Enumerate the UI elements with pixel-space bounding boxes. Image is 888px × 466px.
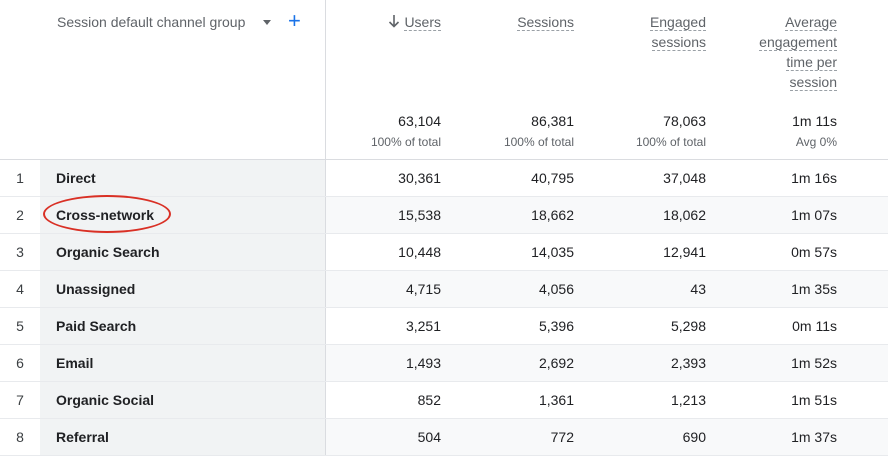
users-value: 3,251 [405,318,441,334]
column-header-users[interactable]: Users [404,12,441,32]
metric-cells [326,160,888,196]
avg-engagement-value: 1m 07s [791,207,837,223]
dimension-selector-label[interactable]: Session default channel group [57,14,246,30]
row-index: 7 [16,392,24,408]
channel-cell[interactable]: Referral [40,419,326,455]
engaged-sessions-value: 2,393 [670,355,706,371]
channel-cell[interactable]: Direct [40,160,326,196]
row-index: 3 [16,244,24,260]
channel-cell[interactable]: Paid Search [40,308,326,344]
sessions-value: 18,662 [531,207,574,223]
sessions-value: 4,056 [538,281,574,297]
channel-name[interactable]: Referral [56,429,109,445]
sessions-value: 14,035 [531,244,574,260]
header-divider [0,159,888,160]
total-avg-engagement-sub: Avg 0% [795,135,837,149]
column-header-avg-engagement-time[interactable]: Average engagement time per session [759,12,837,92]
total-sessions: 86,381 [531,113,574,129]
total-sessions-percent: 100% of total [503,135,574,149]
sessions-value: 40,795 [531,170,574,186]
channel-name[interactable]: Organic Social [56,392,155,408]
column-header-engaged-line1[interactable]: Engaged [649,14,706,31]
engaged-sessions-value: 18,062 [663,207,706,223]
table-body: 1 Direct 30,361 40,795 37,048 1m 16s 2 C… [0,160,888,456]
avg-engagement-value: 1m 51s [791,392,837,408]
channel-name[interactable]: Unassigned [56,281,136,297]
column-header-avg-line1[interactable]: Average [785,14,837,31]
metric-cells [326,419,888,455]
channel-name[interactable]: Email [56,355,94,371]
users-value: 504 [417,429,441,445]
caret-down-icon[interactable] [263,20,271,25]
engaged-sessions-value: 43 [690,281,706,297]
row-index: 8 [16,429,24,445]
total-engaged-percent: 100% of total [635,135,706,149]
sessions-value: 772 [550,429,574,445]
column-header-avg-line4[interactable]: session [789,74,837,91]
table-row[interactable]: 4 Unassigned 4,715 4,056 43 1m 35s [0,271,888,308]
engaged-sessions-value: 37,048 [663,170,706,186]
table-row[interactable]: 1 Direct 30,361 40,795 37,048 1m 16s [0,160,888,197]
add-dimension-icon[interactable]: + [288,8,301,33]
total-engaged-sessions: 78,063 [663,113,706,129]
metric-cells [326,271,888,307]
table-row[interactable]: 3 Organic Search 10,448 14,035 12,941 0m… [0,234,888,271]
column-header-engaged-line2[interactable]: sessions [651,34,706,51]
column-header-avg-line2[interactable]: engagement [759,34,837,51]
users-value: 30,361 [398,170,441,186]
metric-cells [326,345,888,381]
users-value: 1,493 [405,355,441,371]
avg-engagement-value: 0m 57s [791,244,837,260]
table-row[interactable]: 8 Referral 504 772 690 1m 37s [0,419,888,456]
avg-engagement-value: 1m 35s [791,281,837,297]
total-users-percent: 100% of total [370,135,441,149]
channel-cell[interactable]: Email [40,345,326,381]
table-row[interactable]: 6 Email 1,493 2,692 2,393 1m 52s [0,345,888,382]
dimension-header: Session default channel group + [0,0,326,159]
channel-cell[interactable]: Organic Social [40,382,326,418]
highlight-annotation-circle [43,195,171,233]
users-value: 852 [417,392,441,408]
table-row[interactable]: 5 Paid Search 3,251 5,396 5,298 0m 11s [0,308,888,345]
channel-name[interactable]: Organic Search [56,244,160,260]
engaged-sessions-value: 690 [682,429,706,445]
channel-cell[interactable]: Organic Search [40,234,326,270]
engaged-sessions-value: 5,298 [670,318,706,334]
column-header-avg-line3[interactable]: time per [786,54,837,71]
channel-cell[interactable]: Unassigned [40,271,326,307]
total-users: 63,104 [398,113,441,129]
metric-cells [326,197,888,233]
avg-engagement-value: 0m 11s [792,318,837,334]
row-index: 2 [16,207,24,223]
column-header-sessions-label[interactable]: Sessions [517,14,574,31]
table-row[interactable]: 2 Cross-network 15,538 18,662 18,062 1m … [0,197,888,234]
sessions-value: 5,396 [538,318,574,334]
table-row[interactable]: 7 Organic Social 852 1,361 1,213 1m 51s [0,382,888,419]
column-header-sessions[interactable]: Sessions [517,12,574,32]
column-header-engaged-sessions[interactable]: Engaged sessions [649,12,706,52]
sessions-value: 1,361 [538,392,574,408]
row-index: 1 [16,170,24,186]
row-index: 4 [16,281,24,297]
metric-cells [326,308,888,344]
channel-name[interactable]: Direct [56,170,96,186]
metric-cells [326,234,888,270]
total-avg-engagement: 1m 11s [792,113,837,129]
row-index: 6 [16,355,24,371]
column-header-users-label[interactable]: Users [404,14,441,31]
users-value: 4,715 [405,281,441,297]
users-value: 15,538 [398,207,441,223]
metric-cells [326,382,888,418]
channel-name[interactable]: Paid Search [56,318,137,334]
users-value: 10,448 [398,244,441,260]
sort-descending-icon[interactable] [388,13,400,29]
sessions-value: 2,692 [538,355,574,371]
avg-engagement-value: 1m 52s [791,355,837,371]
avg-engagement-value: 1m 37s [791,429,837,445]
engaged-sessions-value: 12,941 [663,244,706,260]
engaged-sessions-value: 1,213 [670,392,706,408]
row-index: 5 [16,318,24,334]
avg-engagement-value: 1m 16s [791,170,837,186]
